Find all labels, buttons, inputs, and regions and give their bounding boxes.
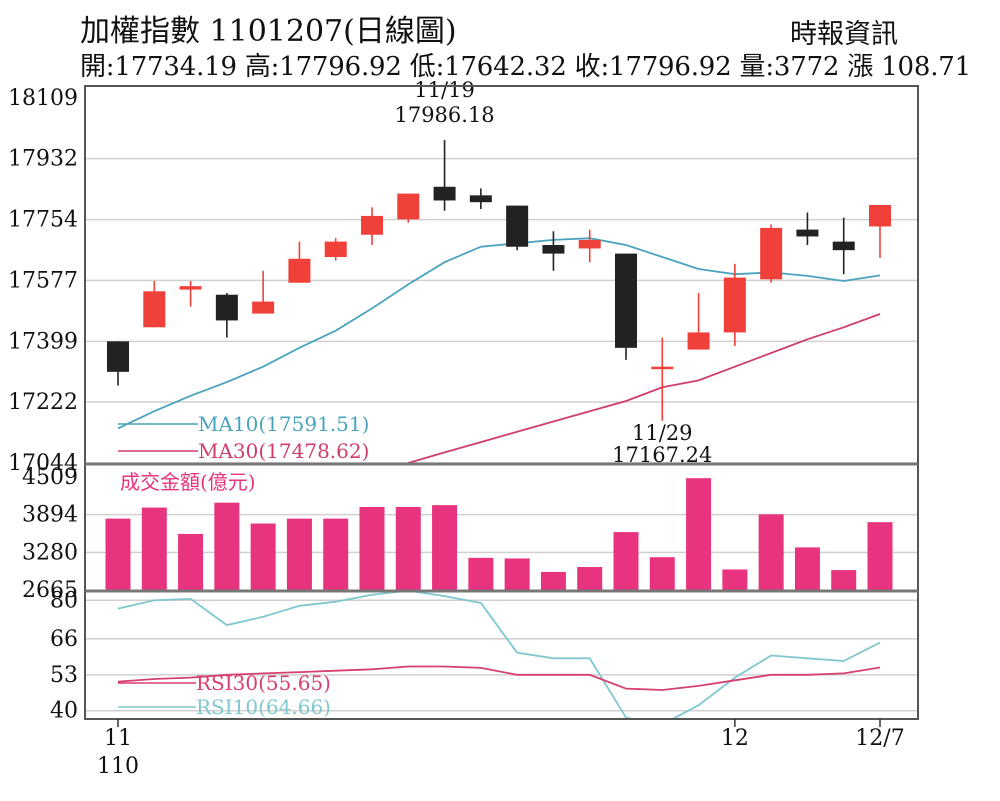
volume-y-tick-label: 3280	[22, 540, 78, 565]
rsi10-line	[117, 592, 881, 719]
candle-body	[687, 332, 710, 350]
rsi10-legend-label: RSI10(64.66)	[196, 695, 331, 719]
x-tick-label: 11	[104, 726, 132, 751]
volume-bar	[867, 522, 893, 590]
rsi-y-tick-label: 53	[50, 663, 78, 688]
volume-bar	[831, 570, 857, 590]
candle-body	[796, 229, 819, 237]
candle-body	[869, 204, 891, 227]
candle-body	[506, 205, 529, 247]
candle-body	[578, 239, 601, 249]
volume-bar	[649, 557, 675, 590]
price-plot-area	[107, 140, 891, 463]
volume-bar	[214, 502, 240, 590]
rsi30-legend-label: RSI30(55.65)	[196, 671, 331, 695]
volume-bar	[758, 514, 784, 590]
volume-bar	[577, 567, 603, 590]
rsi30-line	[117, 665, 881, 691]
rsi-plot-area	[117, 592, 881, 719]
volume-bar	[323, 518, 349, 590]
x-tick-label: 12	[721, 726, 749, 751]
price-y-tick-label: 17577	[8, 268, 78, 293]
chart-frame	[84, 85, 919, 720]
candle-body	[723, 277, 746, 333]
price-y-tick-label: 17222	[8, 390, 78, 415]
price-y-tick-label: 17754	[8, 208, 78, 233]
volume-bar	[794, 547, 820, 590]
candle-body	[651, 366, 674, 370]
price-y-tick-label: 17044	[8, 451, 78, 476]
volume-bar	[540, 571, 566, 590]
rsi-y-tick-label: 40	[50, 699, 78, 724]
source-label: 時報資訊	[790, 19, 898, 50]
candle-body	[397, 193, 420, 220]
low-date-annotation: 11/29	[632, 421, 693, 445]
candle-body	[469, 195, 492, 203]
chart-title: 加權指數 1101207(日線圖)	[80, 14, 457, 49]
candle-body	[143, 291, 166, 328]
ma30-line	[408, 313, 881, 463]
volume-bar	[686, 478, 712, 590]
candle-body	[615, 253, 637, 348]
candle-body	[215, 294, 238, 321]
candle-body	[832, 241, 855, 251]
candle-body	[252, 301, 275, 314]
candle-body	[542, 245, 565, 254]
volume-y-tick-label: 4509	[22, 465, 78, 490]
candle-body	[361, 215, 383, 235]
candle-body	[760, 227, 783, 280]
ma10-line	[117, 237, 881, 430]
candle-body	[179, 286, 202, 290]
price-y-tick-label: 18109	[8, 86, 78, 111]
volume-bar	[613, 532, 639, 590]
volume-bar	[468, 557, 494, 590]
volume-y-tick-label: 3894	[22, 503, 78, 528]
volume-bar	[432, 505, 458, 590]
volume-bar	[105, 518, 131, 590]
high-date-annotation: 11/19	[414, 78, 475, 102]
x-tick-label: 12/7	[855, 726, 904, 751]
high-value-annotation: 17986.18	[394, 103, 494, 127]
volume-bar	[250, 523, 276, 590]
price-y-tick-label: 17399	[8, 329, 78, 354]
volume-bar	[395, 506, 421, 590]
candle-body	[107, 341, 129, 372]
volume-bar	[722, 569, 748, 590]
price-y-tick-label: 17932	[8, 147, 78, 172]
volume-bar	[178, 533, 204, 590]
x-tick-label: 110	[97, 754, 139, 779]
volume-bar	[504, 558, 530, 590]
ohlc-summary: 開:17734.19 高:17796.92 低:17642.32 收:17796…	[80, 52, 971, 82]
volume-bar	[286, 518, 312, 590]
volume-bar	[141, 507, 167, 590]
candle-body	[288, 258, 311, 283]
ma30-legend-label: MA30(17478.62)	[198, 439, 369, 463]
rsi-y-tick-label: 66	[50, 627, 78, 652]
ma10-legend-label: MA10(17591.51)	[198, 412, 369, 436]
candle-body	[433, 186, 456, 201]
candle-body	[324, 241, 347, 258]
volume-bar	[359, 506, 385, 590]
rsi-y-tick-label: 80	[50, 588, 78, 613]
volume-panel-title: 成交金額(億元)	[120, 470, 256, 494]
volume-y-tick-label: 2665	[22, 578, 78, 603]
